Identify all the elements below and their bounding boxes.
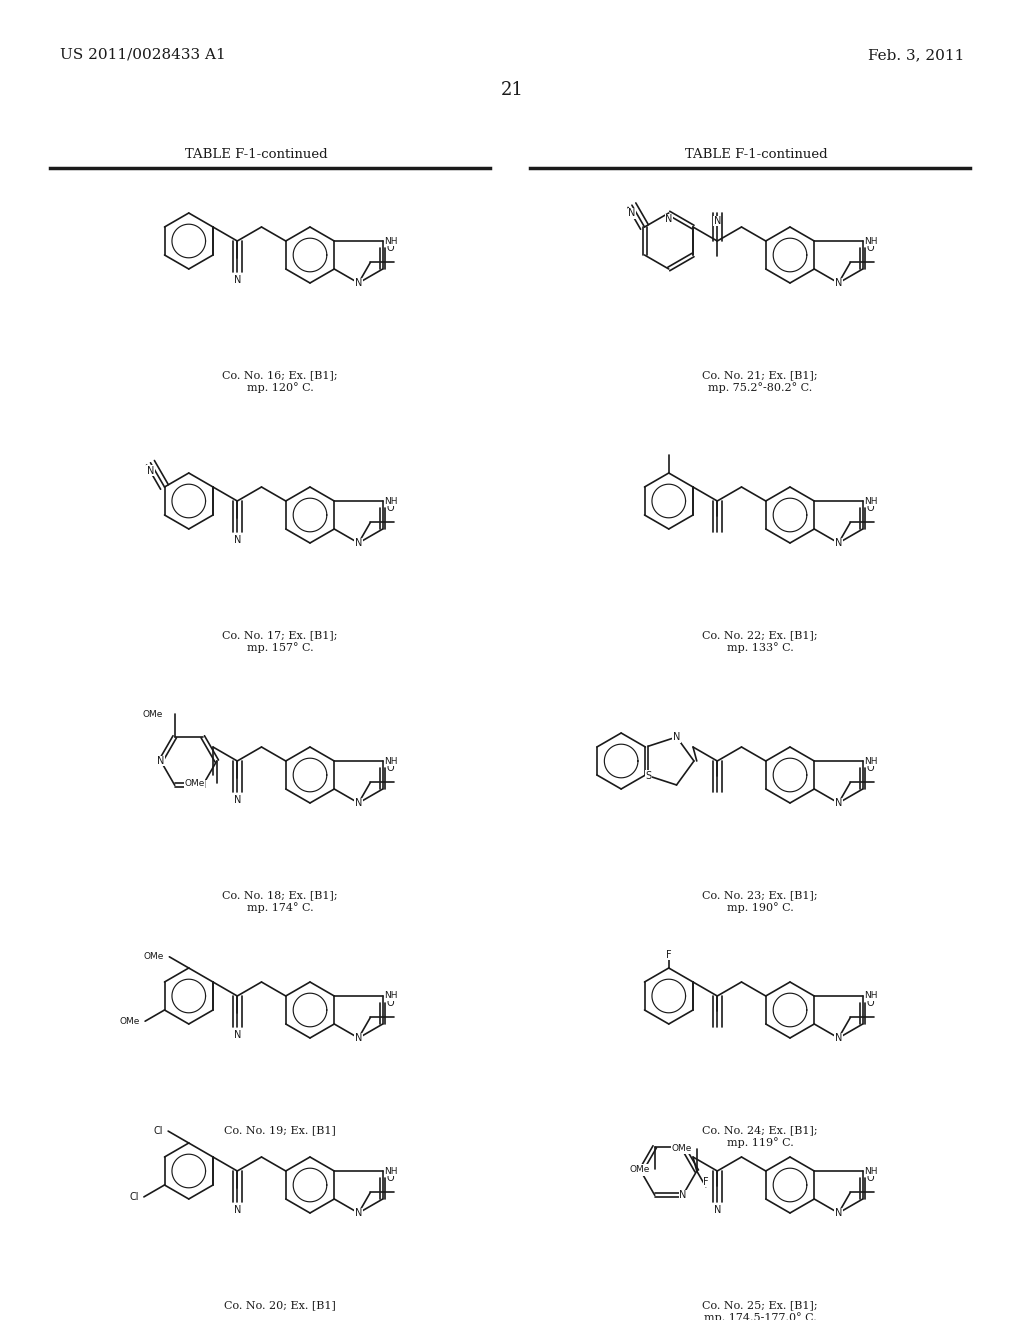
- Text: NH: NH: [384, 1167, 397, 1176]
- Text: NH: NH: [864, 991, 878, 1001]
- Text: O: O: [387, 503, 394, 513]
- Text: O: O: [387, 243, 394, 253]
- Text: OMe: OMe: [672, 1144, 692, 1154]
- Text: N: N: [354, 1034, 362, 1043]
- Text: N: N: [146, 466, 155, 475]
- Text: N: N: [835, 539, 842, 548]
- Text: Co. No. 19; Ex. [B1]: Co. No. 19; Ex. [B1]: [224, 1125, 336, 1135]
- Text: OMe: OMe: [144, 952, 165, 961]
- Text: O: O: [387, 763, 394, 774]
- Text: N: N: [665, 214, 673, 224]
- Text: N: N: [233, 1030, 241, 1040]
- Text: N: N: [679, 1191, 686, 1200]
- Text: N: N: [835, 1034, 842, 1043]
- Text: N: N: [233, 795, 241, 805]
- Text: TABLE F-1-continued: TABLE F-1-continued: [685, 149, 827, 161]
- Text: N: N: [835, 279, 842, 288]
- Text: US 2011/0028433 A1: US 2011/0028433 A1: [60, 48, 225, 62]
- Text: NH: NH: [864, 496, 878, 506]
- Text: Co. No. 25; Ex. [B1];
mp. 174.5-177.0° C.: Co. No. 25; Ex. [B1]; mp. 174.5-177.0° C…: [702, 1300, 818, 1320]
- Text: TABLE F-1-continued: TABLE F-1-continued: [184, 149, 328, 161]
- Text: N: N: [354, 539, 362, 548]
- Text: N: N: [714, 216, 721, 226]
- Text: Co. No. 23; Ex. [B1];
mp. 190° C.: Co. No. 23; Ex. [B1]; mp. 190° C.: [702, 890, 818, 912]
- Text: Co. No. 24; Ex. [B1];
mp. 119° C.: Co. No. 24; Ex. [B1]; mp. 119° C.: [702, 1125, 818, 1147]
- Text: NH: NH: [384, 991, 397, 1001]
- Text: N: N: [157, 756, 165, 766]
- Text: N: N: [637, 1166, 644, 1176]
- Text: Cl: Cl: [154, 1126, 163, 1137]
- Text: S: S: [645, 771, 651, 781]
- Text: Co. No. 21; Ex. [B1];
mp. 75.2°-80.2° C.: Co. No. 21; Ex. [B1]; mp. 75.2°-80.2° C.: [702, 370, 818, 392]
- Text: Co. No. 18; Ex. [B1];
mp. 174° C.: Co. No. 18; Ex. [B1]; mp. 174° C.: [222, 890, 338, 912]
- Text: O: O: [867, 998, 874, 1008]
- Text: O: O: [867, 503, 874, 513]
- Text: O: O: [867, 763, 874, 774]
- Text: N: N: [354, 799, 362, 808]
- Text: NH: NH: [384, 236, 397, 246]
- Text: N: N: [835, 1208, 842, 1218]
- Text: N: N: [233, 535, 241, 545]
- Text: OMe: OMe: [630, 1164, 650, 1173]
- Text: O: O: [387, 1173, 394, 1183]
- Text: Co. No. 16; Ex. [B1];
mp. 120° C.: Co. No. 16; Ex. [B1]; mp. 120° C.: [222, 370, 338, 392]
- Text: Feb. 3, 2011: Feb. 3, 2011: [867, 48, 964, 62]
- Text: NH: NH: [864, 1167, 878, 1176]
- Text: N: N: [354, 1208, 362, 1218]
- Text: Co. No. 17; Ex. [B1];
mp. 157° C.: Co. No. 17; Ex. [B1]; mp. 157° C.: [222, 630, 338, 652]
- Text: O: O: [867, 1173, 874, 1183]
- Text: O: O: [387, 998, 394, 1008]
- Text: N: N: [673, 733, 680, 742]
- Text: OMe: OMe: [184, 779, 205, 788]
- Text: N: N: [714, 1205, 721, 1214]
- Text: Co. No. 22; Ex. [B1];
mp. 133° C.: Co. No. 22; Ex. [B1]; mp. 133° C.: [702, 630, 818, 652]
- Text: O: O: [867, 243, 874, 253]
- Text: NH: NH: [864, 236, 878, 246]
- Text: OMe: OMe: [120, 1016, 140, 1026]
- Text: N: N: [354, 279, 362, 288]
- Text: N: N: [628, 209, 636, 218]
- Text: NH: NH: [384, 756, 397, 766]
- Text: N: N: [233, 275, 241, 285]
- Text: NH: NH: [864, 756, 878, 766]
- Text: N: N: [835, 799, 842, 808]
- Text: Cl: Cl: [129, 1192, 139, 1203]
- Text: N: N: [233, 1205, 241, 1214]
- Text: F: F: [703, 1176, 709, 1187]
- Text: Co. No. 20; Ex. [B1]: Co. No. 20; Ex. [B1]: [224, 1300, 336, 1309]
- Text: NH: NH: [384, 496, 397, 506]
- Text: 21: 21: [501, 81, 523, 99]
- Text: OMe: OMe: [142, 710, 163, 719]
- Text: N: N: [199, 780, 207, 791]
- Text: F: F: [666, 950, 672, 960]
